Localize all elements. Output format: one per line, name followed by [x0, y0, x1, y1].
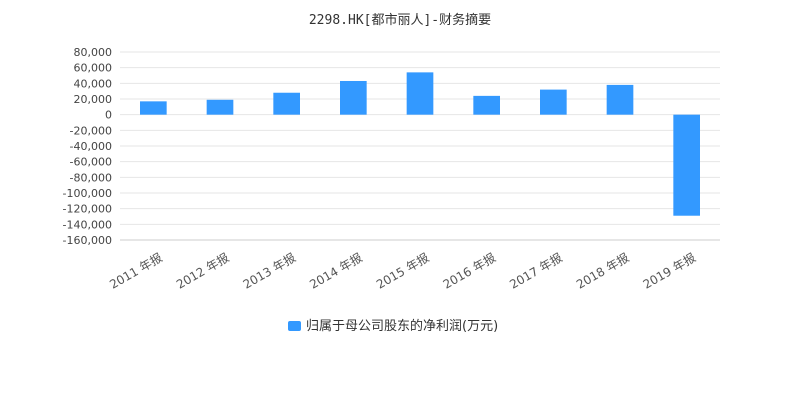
bar[interactable] — [140, 101, 167, 115]
legend[interactable]: 归属于母公司股东的净利润(万元) — [288, 318, 498, 334]
x-tick-label: 2014 年报 — [307, 250, 365, 292]
legend-swatch — [288, 321, 301, 331]
y-tick-label: -120,000 — [63, 203, 112, 216]
x-tick-label: 2011 年报 — [107, 250, 165, 292]
y-axis-ticks: 80,000 60,000 40,000 20,000 0 -20,000 -40,000 -… — [63, 46, 112, 247]
bar[interactable] — [206, 99, 234, 115]
bar[interactable] — [273, 92, 300, 115]
y-tick-label: -80,000 — [70, 171, 112, 184]
chart-title: 2298.HK[都市丽人]-财务摘要 — [309, 12, 491, 28]
bar[interactable] — [406, 72, 434, 115]
y-tick-label: -40,000 — [70, 140, 112, 153]
y-tick-label: 60,000 — [74, 62, 113, 75]
y-tick-label: -100,000 — [63, 187, 112, 200]
bar[interactable] — [340, 80, 367, 115]
x-tick-label: 2016 年报 — [440, 250, 498, 292]
legend-label: 归属于母公司股东的净利润(万元) — [306, 318, 498, 334]
x-tick-label: 2013 年报 — [240, 250, 298, 292]
x-tick-label: 2017 年报 — [507, 250, 565, 292]
y-tick-label: -160,000 — [63, 234, 112, 247]
y-tick-label: -140,000 — [63, 218, 112, 231]
x-axis-ticks: 2011 年报 2012 年报 2013 年报 2014 年报 2015 年报 2016 … — [107, 250, 698, 292]
y-tick-label: 20,000 — [74, 93, 113, 106]
x-tick-label: 2015 年报 — [373, 250, 431, 292]
bar[interactable] — [673, 114, 700, 216]
x-tick-label: 2012 年报 — [173, 250, 231, 292]
y-tick-label: -60,000 — [70, 156, 112, 169]
bar-series — [140, 72, 700, 216]
bar[interactable] — [540, 89, 567, 115]
y-tick-label: 80,000 — [74, 46, 113, 59]
y-tick-label: 0 — [105, 109, 112, 122]
x-tick-label: 2019 年报 — [640, 250, 698, 292]
x-tick-label: 2018 年报 — [573, 250, 631, 292]
y-tick-label: -20,000 — [70, 124, 112, 137]
bar[interactable] — [473, 95, 500, 115]
bar[interactable] — [606, 84, 634, 115]
y-tick-label: 40,000 — [74, 77, 113, 90]
